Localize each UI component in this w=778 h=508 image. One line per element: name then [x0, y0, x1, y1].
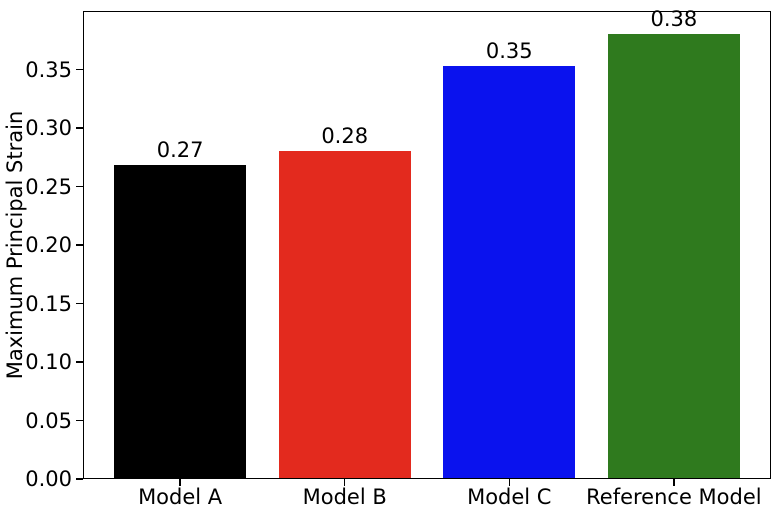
y-tick-label-0.00: 0.00 [25, 467, 72, 491]
x-tick-mark [179, 479, 181, 486]
y-tick-label-0.35: 0.35 [25, 57, 72, 82]
x-tick-label-model-b: Model B [302, 485, 387, 508]
y-tick-mark [76, 302, 83, 305]
y-tick-label-0.10: 0.10 [25, 350, 72, 374]
y-tick-mark [76, 68, 83, 71]
x-tick-label-reference-model: Reference Model [586, 485, 762, 508]
x-tick-mark [673, 479, 675, 486]
bar-model-c [443, 66, 576, 479]
y-tick-mark [76, 419, 83, 422]
y-tick-label-0.30: 0.30 [25, 116, 72, 140]
y-tick-label-0.25: 0.25 [25, 174, 72, 199]
bar-reference-model [608, 34, 740, 479]
plot-area: 0.27 0.28 0.35 0.38 [83, 7, 771, 479]
y-tick-mark [76, 244, 83, 246]
bar-value-label-reference-model: 0.38 [650, 7, 698, 32]
bar-value-label-model-c: 0.35 [485, 39, 533, 63]
x-tick-label-model-c: Model C [467, 485, 552, 508]
y-tick-label-0.20: 0.20 [25, 233, 72, 257]
y-tick-mark [76, 127, 83, 129]
y-tick-mark [76, 361, 83, 363]
y-tick-label-0.05: 0.05 [25, 408, 72, 433]
x-tick-mark [508, 479, 510, 486]
bar-model-a [114, 165, 246, 479]
bar-value-label-model-b: 0.28 [321, 124, 369, 149]
bar-model-b [278, 151, 411, 479]
y-tick-mark [76, 478, 83, 480]
y-tick-label-0.15: 0.15 [25, 291, 72, 316]
y-tick-mark [76, 185, 83, 188]
x-tick-label-model-a: Model A [138, 485, 223, 508]
bar-value-label-model-a: 0.27 [156, 138, 204, 163]
x-tick-mark [344, 479, 346, 486]
